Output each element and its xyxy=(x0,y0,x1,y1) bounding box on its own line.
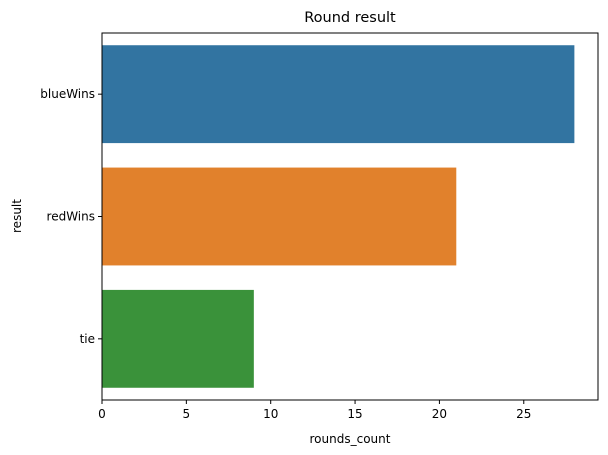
ticks-layer: blueWins redWins tie 0 5 10 15 20 25 xyxy=(40,87,531,421)
y-tick-label-tie: tie xyxy=(80,332,95,346)
bar-blueWins xyxy=(102,45,575,144)
x-tick-label-20: 20 xyxy=(432,407,447,421)
x-axis-label: rounds_count xyxy=(310,432,391,446)
bar-tie xyxy=(102,289,254,388)
chart-title: Round result xyxy=(304,10,396,26)
y-tick-label-blueWins: blueWins xyxy=(40,87,95,101)
x-tick-label-15: 15 xyxy=(347,407,362,421)
y-tick-label-redWins: redWins xyxy=(47,210,95,224)
y-axis-label: result xyxy=(10,199,24,233)
bar-redWins xyxy=(102,167,457,266)
x-tick-label-10: 10 xyxy=(263,407,278,421)
bars-layer xyxy=(102,45,575,388)
x-tick-label-5: 5 xyxy=(183,407,191,421)
x-tick-label-0: 0 xyxy=(98,407,106,421)
x-tick-label-25: 25 xyxy=(516,407,531,421)
